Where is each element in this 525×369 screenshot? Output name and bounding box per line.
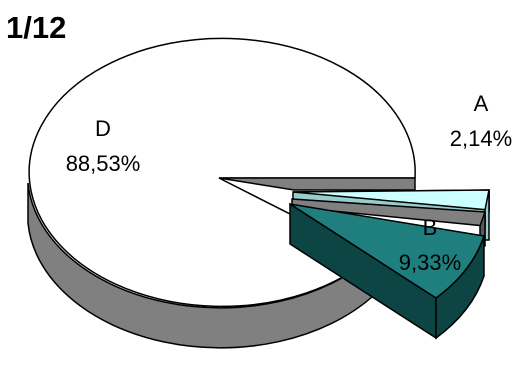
slice-d-value-label: 88,53% [66, 151, 141, 176]
slice-b-value-label: 9,33% [399, 250, 461, 275]
slice-a-value-label: 2,14% [450, 126, 512, 151]
slice-b [289, 203, 485, 299]
slice-b-label: B [423, 215, 438, 240]
slice-a-label: A [474, 91, 489, 116]
slice-d-label: D [95, 116, 111, 141]
slice-d-cut-face [218, 177, 416, 191]
chart-title: 1/12 [6, 10, 66, 45]
